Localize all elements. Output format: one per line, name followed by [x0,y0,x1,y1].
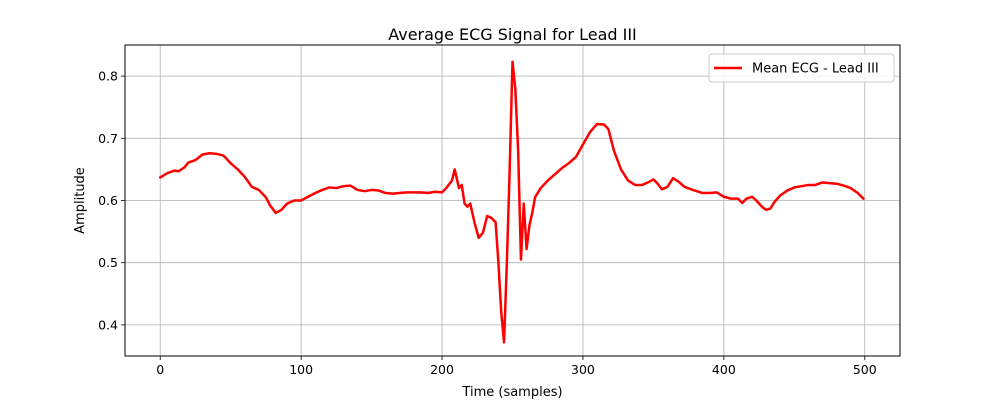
x-tick-label: 500 [853,362,877,377]
chart-title: Average ECG Signal for Lead III [388,25,637,44]
y-tick-label: 0.6 [98,193,118,208]
x-axis-title: Time (samples) [461,385,562,400]
legend-label: Mean ECG - Lead III [752,62,879,77]
legend-box [708,53,895,83]
y-tick-label: 0.8 [98,69,118,84]
x-tick-label: 100 [289,362,313,377]
y-tick-label: 0.4 [98,317,118,332]
ticks: 0 100 200 300 400 500 0.4 0.5 0.6 0.7 0.8 [98,69,877,377]
x-tick-label: 0 [156,362,164,377]
x-tick-label: 300 [571,362,595,377]
x-tick-label: 200 [430,362,454,377]
x-tick-label: 400 [712,362,736,377]
y-tick-label: 0.7 [98,131,118,146]
series-line [158,60,865,344]
y-axis-title: Amplitude [73,167,88,234]
y-tick-label: 0.5 [98,255,118,270]
series-layer [158,60,865,344]
legend: Mean ECG - Lead III [708,53,895,83]
